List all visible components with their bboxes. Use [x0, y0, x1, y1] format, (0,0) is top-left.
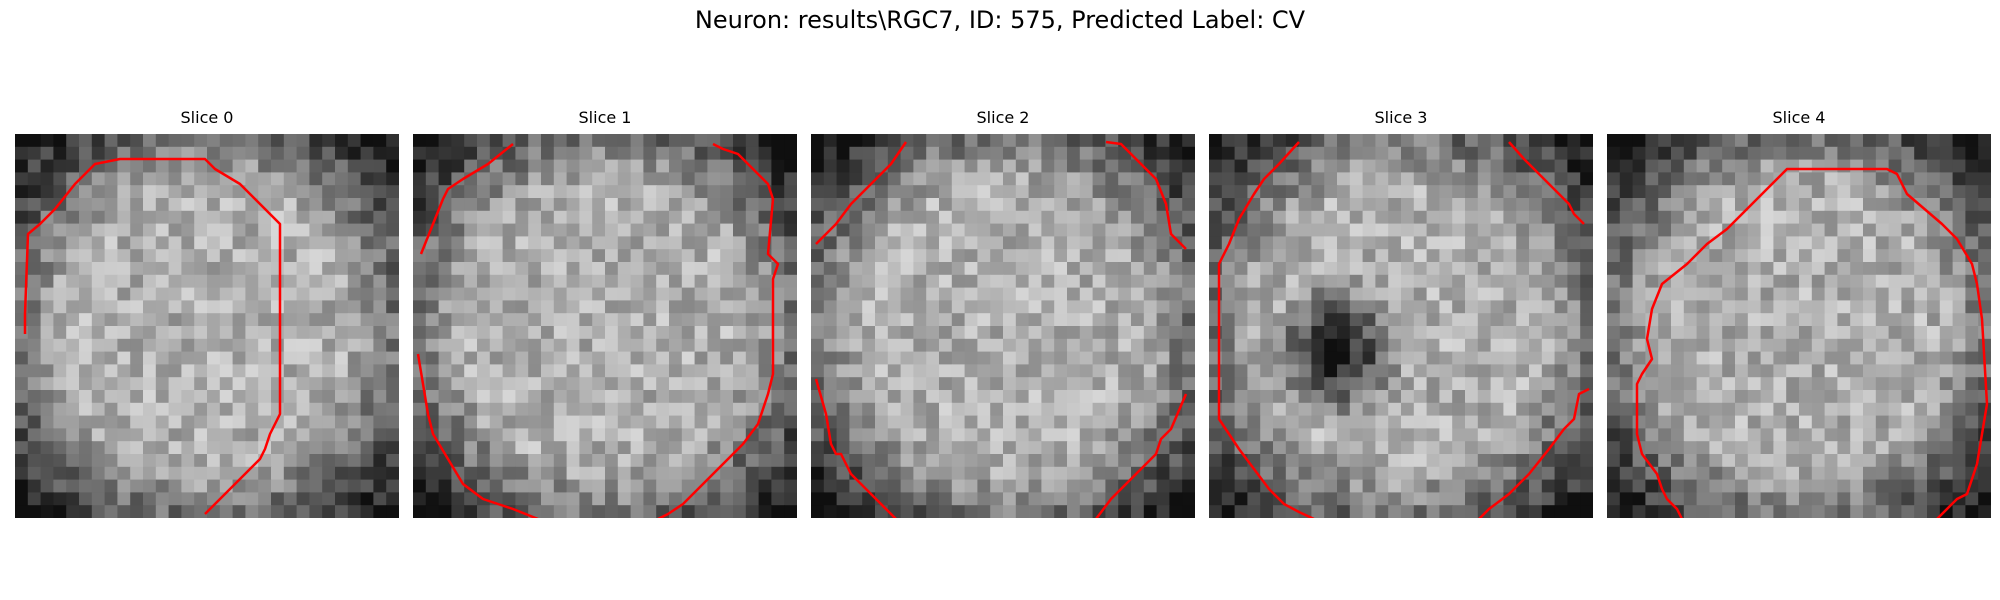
segmentation-contour	[419, 143, 514, 255]
segmentation-contour	[1508, 141, 1585, 225]
segmentation-contour	[815, 141, 908, 245]
segmentation-contour	[1095, 393, 1188, 518]
slice-image	[413, 134, 797, 518]
slice-title: Slice 1	[578, 108, 632, 127]
segmentation-contour	[814, 378, 897, 518]
slice-image	[1607, 134, 1991, 518]
slice-image	[15, 134, 399, 518]
slice-title: Slice 2	[976, 108, 1030, 127]
segmentation-contour	[657, 142, 780, 518]
slice-image	[811, 134, 1195, 518]
segmentation-contour	[1635, 167, 1989, 518]
segmentation-contour	[1105, 140, 1187, 250]
slice-title: Slice 3	[1374, 108, 1428, 127]
segmentation-contour	[416, 353, 539, 518]
segmentation-contour	[1217, 141, 1315, 518]
slice-image	[1209, 134, 1593, 518]
figure-title: Neuron: results\RGC7, ID: 575, Predicted…	[694, 6, 1306, 34]
segmentation-contour	[23, 157, 282, 515]
slice-title: Slice 4	[1772, 108, 1826, 127]
slice-title: Slice 0	[180, 108, 234, 127]
segmentation-contour	[1478, 387, 1590, 518]
